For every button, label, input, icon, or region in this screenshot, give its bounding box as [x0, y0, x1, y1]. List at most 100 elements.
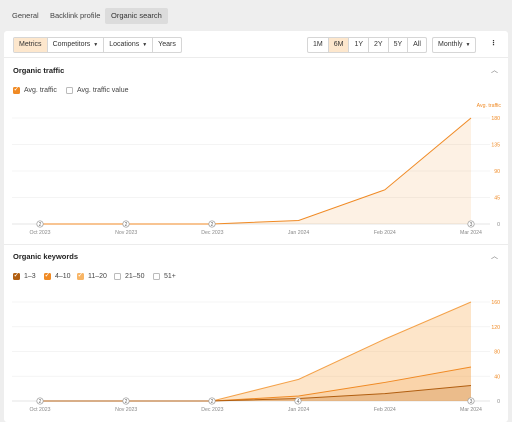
x-tick-label: Feb 2024 — [374, 407, 396, 413]
range-2y-button[interactable]: 2Y — [369, 38, 389, 52]
section-divider — [4, 244, 508, 245]
range-5y-button[interactable]: 5Y — [389, 38, 409, 52]
event-marker — [208, 220, 216, 228]
checkbox-checked-icon[interactable] — [13, 271, 20, 280]
checkbox-checked-icon[interactable] — [13, 85, 20, 94]
event-marker-label: 4 — [297, 399, 300, 405]
overview-panel: Metrics Competitors ▼ Locations ▼ Years 1M… — [4, 31, 508, 422]
keywords-legend-21-50[interactable]: 21–50 — [114, 273, 144, 280]
checkbox-unchecked-icon[interactable] — [66, 87, 73, 94]
chevron-up-icon[interactable]: ︿ — [491, 253, 498, 260]
y-tick-label: 45 — [494, 196, 500, 202]
y-tick-label: 80 — [494, 350, 500, 356]
keywords-legend-4-10[interactable]: 4–10 — [44, 271, 71, 280]
event-marker-label: 2 — [211, 399, 214, 405]
vertical-dots-icon[interactable]: ⋮ — [490, 40, 497, 47]
x-tick-label: Mar 2024 — [460, 230, 482, 236]
organic-traffic-chart: 2 2 2 3 Oct 2023 Nov 2023 Dec 2023 Jan 2024 Feb … — [12, 103, 502, 236]
event-marker — [208, 397, 216, 405]
event-marker — [467, 397, 475, 405]
y-axis-label: Avg. traffic — [477, 103, 502, 109]
checkbox-checked-icon[interactable] — [77, 271, 84, 280]
x-tick-label: Oct 2023 — [29, 230, 50, 236]
chevron-up-icon[interactable]: ︿ — [491, 67, 498, 74]
locations-dropdown[interactable]: Locations ▼ — [104, 38, 154, 52]
legend-label: 21–50 — [125, 273, 145, 280]
y-tick-label: 0 — [497, 399, 500, 405]
checkbox-unchecked-icon[interactable] — [153, 273, 160, 280]
event-marker-label: 3 — [470, 399, 473, 405]
range-all-button[interactable]: All — [413, 41, 421, 48]
interval-label: Monthly — [438, 41, 463, 48]
keywords-legend-11-20[interactable]: 11–20 — [77, 271, 107, 280]
x-tick-label: Oct 2023 — [29, 407, 50, 413]
y-tick-label: 160 — [491, 300, 500, 306]
x-tick-label: Nov 2023 — [115, 230, 137, 236]
x-tick-label: Jan 2024 — [288, 230, 309, 236]
x-tick-label: Dec 2023 — [201, 230, 223, 236]
organic-keywords-title: Organic keywords — [13, 252, 79, 261]
legend-label: 4–10 — [55, 273, 71, 280]
traffic-legend-avg-traffic-value[interactable]: Avg. traffic value — [66, 87, 129, 94]
x-tick-label: Dec 2023 — [201, 407, 223, 413]
organic-traffic-title: Organic traffic — [13, 66, 65, 75]
checkbox-checked-icon[interactable] — [44, 271, 51, 280]
event-marker-label: 2 — [211, 222, 214, 228]
metrics-button[interactable]: Metrics — [14, 38, 48, 52]
keywords-legend-51-plus[interactable]: 51+ — [153, 273, 176, 280]
caret-down-icon: ▼ — [142, 42, 148, 48]
event-marker — [36, 220, 44, 228]
competitors-label: Competitors — [52, 41, 91, 48]
event-marker — [294, 397, 302, 405]
event-marker-label: 2 — [125, 399, 128, 405]
series-area-1–3 — [40, 385, 471, 401]
range-1y-button[interactable]: 1Y — [349, 38, 370, 52]
interval-dropdown[interactable]: Monthly ▼ — [432, 37, 477, 53]
y-tick-label: 135 — [491, 143, 500, 149]
caret-down-icon: ▼ — [465, 42, 471, 48]
locations-label: Locations — [109, 41, 140, 48]
top-navigation: General Backlink profile Organic search — [0, 0, 512, 30]
date-range-group: 1M 6M 1Y 2Y 5Y All — [307, 37, 427, 53]
series-line-1–3 — [40, 385, 472, 402]
series-area-11–20 — [40, 302, 471, 401]
event-marker — [36, 397, 44, 405]
organic-keywords-chart: 2 2 2 4 3 Oct 2023 Nov 2023 Dec 2023 Jan 2024 Feb… — [12, 300, 500, 413]
y-tick-label: 0 — [497, 222, 500, 228]
legend-label: Avg. traffic value — [77, 87, 129, 94]
y-tick-label: 180 — [491, 116, 500, 122]
caret-down-icon: ▼ — [93, 42, 99, 48]
range-1m-button[interactable]: 1M — [308, 38, 329, 52]
x-tick-label: Nov 2023 — [115, 407, 137, 413]
event-marker — [122, 397, 130, 405]
x-tick-label: Jan 2024 — [288, 407, 309, 413]
event-marker — [467, 220, 475, 228]
y-tick-label: 120 — [491, 325, 500, 331]
series-area-4–10 — [40, 366, 471, 401]
tab-backlink-profile[interactable]: Backlink profile — [50, 11, 101, 20]
event-marker-label: 2 — [39, 222, 42, 228]
toolbar: Metrics Competitors ▼ Locations ▼ Years 1M… — [4, 31, 508, 58]
legend-label: Avg. traffic — [24, 87, 57, 94]
years-button[interactable]: Years — [158, 41, 176, 48]
legend-label: 51+ — [164, 273, 176, 280]
competitors-dropdown[interactable]: Competitors ▼ — [48, 38, 105, 52]
legend-label: 11–20 — [88, 273, 107, 280]
keywords-legend-1-3[interactable]: 1–3 — [13, 271, 36, 280]
y-tick-label: 90 — [494, 169, 500, 175]
metrics-filter-group: Metrics Competitors ▼ Locations ▼ Years — [13, 37, 182, 53]
event-marker-label: 2 — [125, 222, 128, 228]
y-tick-label: 40 — [494, 374, 500, 380]
checkbox-unchecked-icon[interactable] — [114, 273, 121, 280]
event-marker-label: 2 — [39, 399, 42, 405]
series-line-Avg. traffic — [40, 117, 472, 225]
tab-general[interactable]: General — [12, 11, 39, 20]
x-tick-label: Mar 2024 — [460, 407, 482, 413]
tab-organic-search[interactable]: Organic search — [105, 8, 168, 24]
x-tick-label: Feb 2024 — [374, 230, 396, 236]
traffic-legend-avg-traffic[interactable]: Avg. traffic — [13, 85, 57, 94]
legend-label: 1–3 — [24, 273, 36, 280]
event-marker-label: 3 — [470, 222, 473, 228]
range-6m-button[interactable]: 6M — [328, 38, 350, 52]
event-marker — [122, 220, 130, 228]
